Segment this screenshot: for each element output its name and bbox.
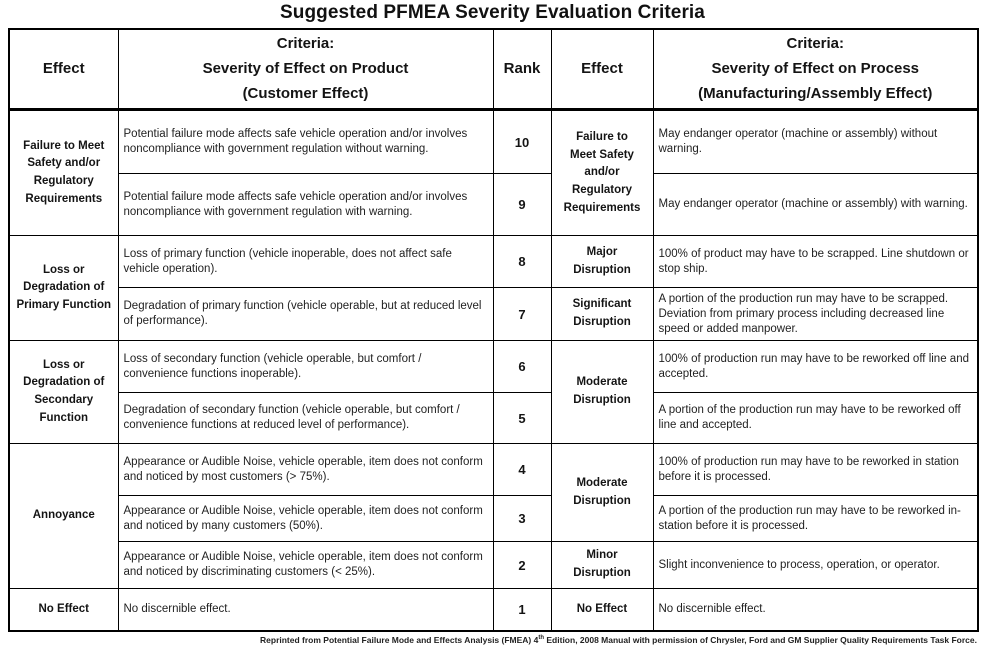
criteria-product-cell: Degradation of primary function (vehicle… (117, 287, 494, 342)
header-row: Effect Criteria: Severity of Effect on P… (8, 28, 979, 112)
effect-product-cell: Loss or Degradation of Secondary Functio… (8, 340, 119, 445)
rank-cell: 7 (492, 287, 552, 342)
table-row-rank-2: Appearance or Audible Noise, vehicle ope… (9, 541, 979, 590)
criteria-product-cell: Appearance or Audible Noise, vehicle ope… (117, 495, 494, 543)
criteria-process-cell: Slight inconvenience to process, operati… (652, 541, 979, 590)
col-header-effect-process: Effect (550, 28, 654, 112)
effect-product-cell: Annoyance (8, 443, 119, 590)
rank-cell: 4 (492, 443, 552, 497)
rank-cell: 5 (492, 392, 552, 445)
criteria-product-cell: Loss of secondary function (vehicle oper… (117, 340, 494, 394)
effect-process-cell: Minor Disruption (550, 541, 654, 590)
rank-cell: 8 (492, 235, 552, 289)
criteria-product-cell: No discernible effect. (117, 588, 494, 632)
criteria-product-cell: Potential failure mode affects safe vehi… (117, 109, 494, 175)
criteria-process-cell: A portion of the production run may have… (652, 495, 979, 543)
table-row-rank-4: Annoyance Appearance or Audible Noise, v… (8, 443, 979, 590)
rank-cell: 9 (492, 173, 552, 237)
effect-process-cell: Significant Disruption (550, 287, 654, 342)
effect-process-cell: Failure to Meet Safety and/or Regulatory… (550, 109, 654, 237)
criteria-process-cell: No discernible effect. (652, 588, 979, 632)
rank-cell: 6 (492, 340, 552, 394)
effect-process-cell: No Effect (550, 588, 654, 632)
rank-cell: 2 (492, 541, 552, 590)
col-header-criteria-process: Criteria: Severity of Effect on Process … (652, 28, 979, 112)
criteria-process-cell: A portion of the production run may have… (652, 287, 979, 342)
criteria-process-cell: May endanger operator (machine or assemb… (652, 109, 979, 175)
criteria-process-cell: 100% of production run may have to be re… (652, 443, 979, 497)
table-row-rank-8: Loss or Degradation of Primary Function … (8, 235, 979, 342)
rank-cell: 1 (492, 588, 552, 632)
source-note-superscript: th (538, 634, 545, 641)
criteria-product-cell: Appearance or Audible Noise, vehicle ope… (117, 541, 494, 590)
criteria-process-cell: May endanger operator (machine or assemb… (652, 173, 979, 237)
col-header-criteria-product: Criteria: Severity of Effect on Product … (117, 28, 494, 112)
source-note: Reprinted from Potential Failure Mode an… (8, 635, 977, 645)
table-row-rank-1: No Effect No discernible effect. 1 No Ef… (8, 588, 979, 632)
criteria-product-cell: Appearance or Audible Noise, vehicle ope… (117, 443, 494, 497)
table-row-rank-7: Degradation of primary function (vehicle… (9, 287, 979, 342)
criteria-process-cell: 100% of production run may have to be re… (652, 340, 979, 394)
criteria-product-cell: Degradation of secondary function (vehic… (117, 392, 494, 445)
effect-process-cell: Moderate Disruption (550, 443, 654, 543)
rank-cell: 3 (492, 495, 552, 543)
criteria-product-cell: Loss of primary function (vehicle inoper… (117, 235, 494, 289)
effect-product-cell: Failure to Meet Safety and/or Regulatory… (8, 109, 119, 237)
rank-cell: 10 (492, 109, 552, 175)
criteria-product-cell: Potential failure mode affects safe vehi… (117, 173, 494, 237)
effect-process-cell: Moderate Disruption (550, 340, 654, 445)
table-row-rank-3: Appearance or Audible Noise, vehicle ope… (9, 495, 979, 543)
table-row-rank-9: Potential failure mode affects safe vehi… (9, 173, 979, 237)
pfmea-severity-table: Effect Criteria: Severity of Effect on P… (8, 28, 979, 632)
table-row-rank-5: Degradation of secondary function (vehic… (9, 392, 979, 445)
criteria-process-cell: 100% of product may have to be scrapped.… (652, 235, 979, 289)
col-header-rank: Rank (492, 28, 552, 112)
table-row-rank-10: Failure to Meet Safety and/or Regulatory… (8, 109, 979, 237)
source-note-text: Edition, 2008 Manual with permission of … (544, 634, 977, 645)
effect-product-cell: Loss or Degradation of Primary Function (8, 235, 119, 342)
criteria-process-cell: A portion of the production run may have… (652, 392, 979, 445)
effect-product-cell: No Effect (8, 588, 119, 632)
col-header-effect-product: Effect (8, 28, 119, 112)
source-note-text: Reprinted from Potential Failure Mode an… (260, 634, 539, 645)
table-row-rank-6: Loss or Degradation of Secondary Functio… (8, 340, 979, 445)
page-title: Suggested PFMEA Severity Evaluation Crit… (280, 2, 705, 23)
effect-process-cell: Major Disruption (550, 235, 654, 289)
